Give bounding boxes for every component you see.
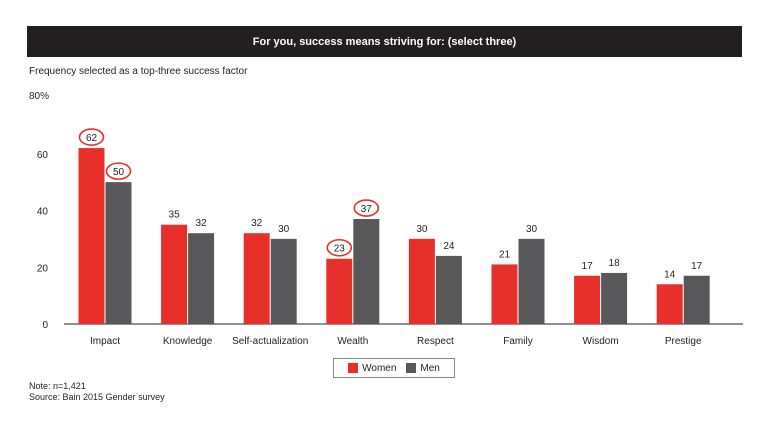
note-text: Note: n=1,421 — [29, 381, 86, 391]
bar-women-wisdom — [574, 275, 601, 324]
data-label: 37 — [361, 204, 373, 215]
data-label: 21 — [499, 249, 511, 260]
chart-title: For you, success means striving for: (se… — [27, 26, 742, 57]
bar-men-family — [518, 238, 545, 324]
legend-swatch-women — [348, 363, 359, 373]
x-tick-label: Self-actualization — [232, 336, 308, 347]
data-label: 30 — [526, 224, 538, 235]
bar-women-self-actualization — [243, 233, 270, 324]
y-tick-label-top: 80% — [29, 91, 50, 102]
legend-item-women: Women — [348, 363, 396, 374]
data-label: 62 — [86, 133, 98, 144]
legend-label-men: Men — [420, 362, 440, 374]
data-label: 32 — [251, 218, 263, 229]
data-label: 24 — [443, 241, 455, 252]
x-tick-label: Family — [503, 336, 532, 347]
legend-swatch-men — [406, 363, 417, 373]
data-label: 18 — [609, 258, 621, 269]
highlight-circle — [353, 199, 380, 217]
data-label: 32 — [196, 218, 208, 229]
data-label: 23 — [334, 244, 346, 255]
footnote: Note: n=1,421 Source: Bain 2015 Gender s… — [29, 381, 165, 403]
x-tick-label: Wisdom — [583, 336, 619, 347]
legend-label-women: Women — [362, 362, 397, 374]
data-label: 50 — [113, 167, 125, 178]
bar-women-impact — [78, 148, 105, 324]
bar-men-impact — [105, 182, 132, 324]
data-label: 30 — [416, 224, 428, 235]
highlight-circle — [78, 128, 105, 146]
bar-men-knowledge — [188, 233, 215, 324]
bar-women-family — [491, 264, 518, 324]
highlight-circle — [105, 162, 132, 180]
x-tick-label: Wealth — [337, 336, 368, 347]
source-text: Source: Bain 2015 Gender survey — [29, 392, 165, 402]
chart-subtitle: Frequency selected as a top-three succes… — [29, 66, 248, 77]
y-tick-label: 60 — [37, 150, 49, 161]
bar-men-wealth — [353, 219, 380, 324]
highlight-circle — [326, 238, 353, 257]
legend-item-men: Men — [406, 362, 440, 374]
data-label: 14 — [664, 269, 676, 280]
y-tick-label: 0 — [42, 320, 48, 331]
bar-men-respect — [435, 255, 462, 324]
data-label: 17 — [582, 261, 594, 272]
bar-men-prestige — [683, 275, 710, 324]
bar-men-self-actualization — [270, 238, 297, 324]
bar-women-wealth — [326, 258, 353, 324]
x-tick-label: Impact — [90, 336, 120, 347]
y-tick-label: 40 — [37, 207, 49, 218]
x-tick-label: Prestige — [665, 336, 702, 347]
bar-women-respect — [408, 238, 435, 324]
data-label: 30 — [278, 224, 290, 235]
legend: Women Men — [333, 358, 455, 378]
bar-women-prestige — [656, 284, 683, 324]
x-tick-label: Knowledge — [163, 336, 213, 347]
x-tick-label: Respect — [417, 336, 454, 347]
y-tick-label: 20 — [37, 263, 49, 274]
data-label: 35 — [169, 210, 181, 221]
data-label: 17 — [691, 261, 703, 272]
bar-men-wisdom — [601, 272, 628, 324]
bar-women-knowledge — [161, 224, 188, 324]
